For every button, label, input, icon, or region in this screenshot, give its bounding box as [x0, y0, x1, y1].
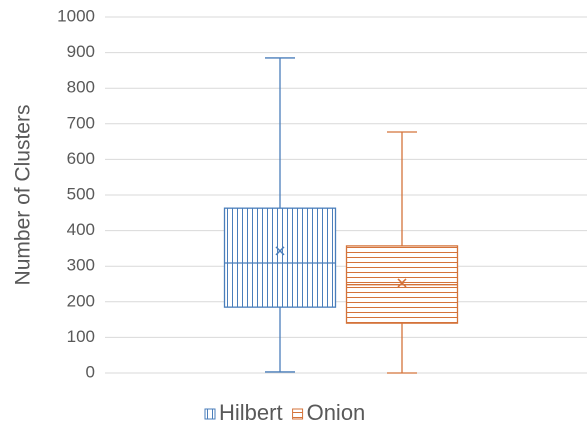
y-tick-label: 1000: [57, 6, 95, 25]
box: [223, 207, 337, 308]
mean-marker: [275, 246, 285, 256]
y-tick-label: 800: [67, 78, 95, 97]
y-tick-label: 700: [67, 113, 95, 132]
y-tick-label: 400: [67, 220, 95, 239]
mean-marker: [397, 278, 407, 288]
y-tick-label: 300: [67, 256, 95, 275]
legend-swatch: [204, 408, 216, 420]
legend-label: Onion: [307, 400, 366, 425]
y-axis-title: Number of Clusters: [12, 105, 35, 286]
y-tick-label: 500: [67, 184, 95, 203]
y-tick-label: 900: [67, 42, 95, 61]
legend-label: Hilbert: [219, 400, 283, 425]
legend-swatch: [292, 408, 304, 420]
y-tick-label: 100: [67, 327, 95, 346]
y-tick-label: 200: [67, 291, 95, 310]
y-tick-label: 600: [67, 149, 95, 168]
y-tick-label: 0: [86, 362, 95, 381]
